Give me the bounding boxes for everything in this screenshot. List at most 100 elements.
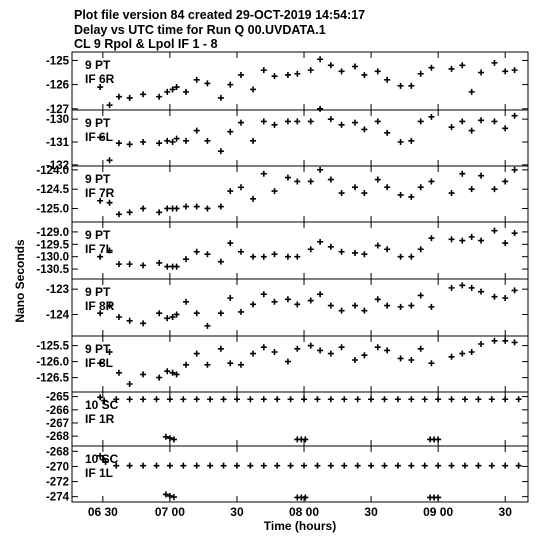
data-point	[115, 211, 122, 218]
data-point	[207, 462, 214, 469]
data-point	[384, 184, 391, 191]
panel-antenna-label: 9 PT	[85, 285, 111, 299]
data-point	[368, 396, 375, 403]
data-point	[173, 371, 180, 378]
data-point	[126, 462, 133, 469]
data-point	[397, 253, 404, 260]
data-point	[502, 178, 509, 185]
data-point	[338, 248, 345, 255]
data-point	[166, 396, 173, 403]
data-point	[169, 86, 176, 93]
data-point	[374, 176, 381, 183]
data-point	[284, 174, 291, 181]
data-point	[351, 249, 358, 256]
data-point	[204, 322, 211, 329]
data-point	[384, 347, 391, 354]
x-tick-label: 07 00	[155, 505, 185, 519]
data-point	[233, 462, 240, 469]
panel-antenna-label: 9 PT	[85, 342, 111, 356]
data-point	[271, 251, 278, 258]
data-point	[227, 188, 234, 195]
data-point	[361, 251, 368, 258]
data-point	[317, 291, 324, 298]
data-point	[478, 288, 485, 295]
data-point	[284, 253, 291, 260]
data-point	[207, 396, 214, 403]
data-point	[237, 184, 244, 191]
data-point	[164, 205, 171, 212]
data-point	[220, 396, 227, 403]
data-point	[183, 88, 189, 95]
data-point	[502, 240, 509, 247]
data-point	[294, 345, 301, 352]
data-point	[284, 118, 291, 125]
data-point	[169, 369, 176, 376]
data-point	[397, 139, 404, 145]
data-point	[237, 248, 244, 255]
data-point	[435, 396, 442, 403]
data-point	[417, 118, 424, 125]
data-point	[287, 396, 294, 403]
data-point	[408, 396, 415, 403]
data-point	[183, 361, 189, 368]
data-point	[417, 184, 424, 191]
data-point	[314, 462, 321, 469]
data-point	[294, 118, 301, 125]
panel-frame	[71, 51, 529, 111]
data-point	[126, 396, 133, 403]
data-point	[115, 140, 122, 147]
data-point	[351, 302, 358, 309]
y-tick-label: -125	[46, 55, 70, 67]
data-point	[173, 135, 180, 142]
data-point	[183, 203, 189, 210]
data-point	[284, 296, 291, 303]
data-point	[478, 341, 485, 347]
data-point	[327, 62, 334, 69]
data-point	[302, 436, 309, 443]
data-point	[354, 396, 361, 403]
data-point	[381, 462, 388, 469]
data-point	[301, 396, 308, 403]
data-point	[459, 237, 466, 244]
data-point	[394, 396, 401, 403]
data-point	[156, 259, 163, 266]
data-point	[338, 344, 345, 351]
data-point	[106, 199, 113, 206]
panel-frame	[71, 278, 529, 337]
data-point	[408, 253, 415, 260]
data-point	[374, 296, 381, 303]
data-point	[217, 310, 224, 317]
data-point	[217, 148, 224, 155]
data-point	[193, 310, 200, 317]
data-point	[428, 113, 435, 120]
data-point	[106, 302, 113, 309]
data-point	[351, 119, 358, 126]
data-point	[491, 227, 498, 234]
y-axis-label: Nano Seconds	[13, 239, 27, 323]
y-tick-label: -124	[46, 309, 70, 321]
data-point	[468, 127, 475, 134]
data-point	[97, 360, 104, 367]
data-point	[113, 396, 120, 403]
data-point	[126, 94, 133, 101]
data-point	[368, 462, 375, 469]
data-point	[459, 62, 466, 69]
data-point	[374, 118, 381, 125]
data-point	[417, 246, 424, 253]
data-point	[374, 242, 381, 249]
data-point	[106, 349, 113, 355]
data-point	[327, 243, 334, 250]
panel-frame	[71, 391, 529, 447]
data-point	[351, 357, 358, 363]
y-tick-label: -268	[46, 431, 70, 443]
data-point	[260, 170, 267, 177]
panel-if-label: IF 8R	[85, 299, 115, 313]
data-point	[287, 462, 294, 469]
data-point	[435, 494, 442, 501]
data-point	[448, 353, 455, 360]
data-point	[511, 287, 518, 294]
data-point	[478, 172, 485, 179]
